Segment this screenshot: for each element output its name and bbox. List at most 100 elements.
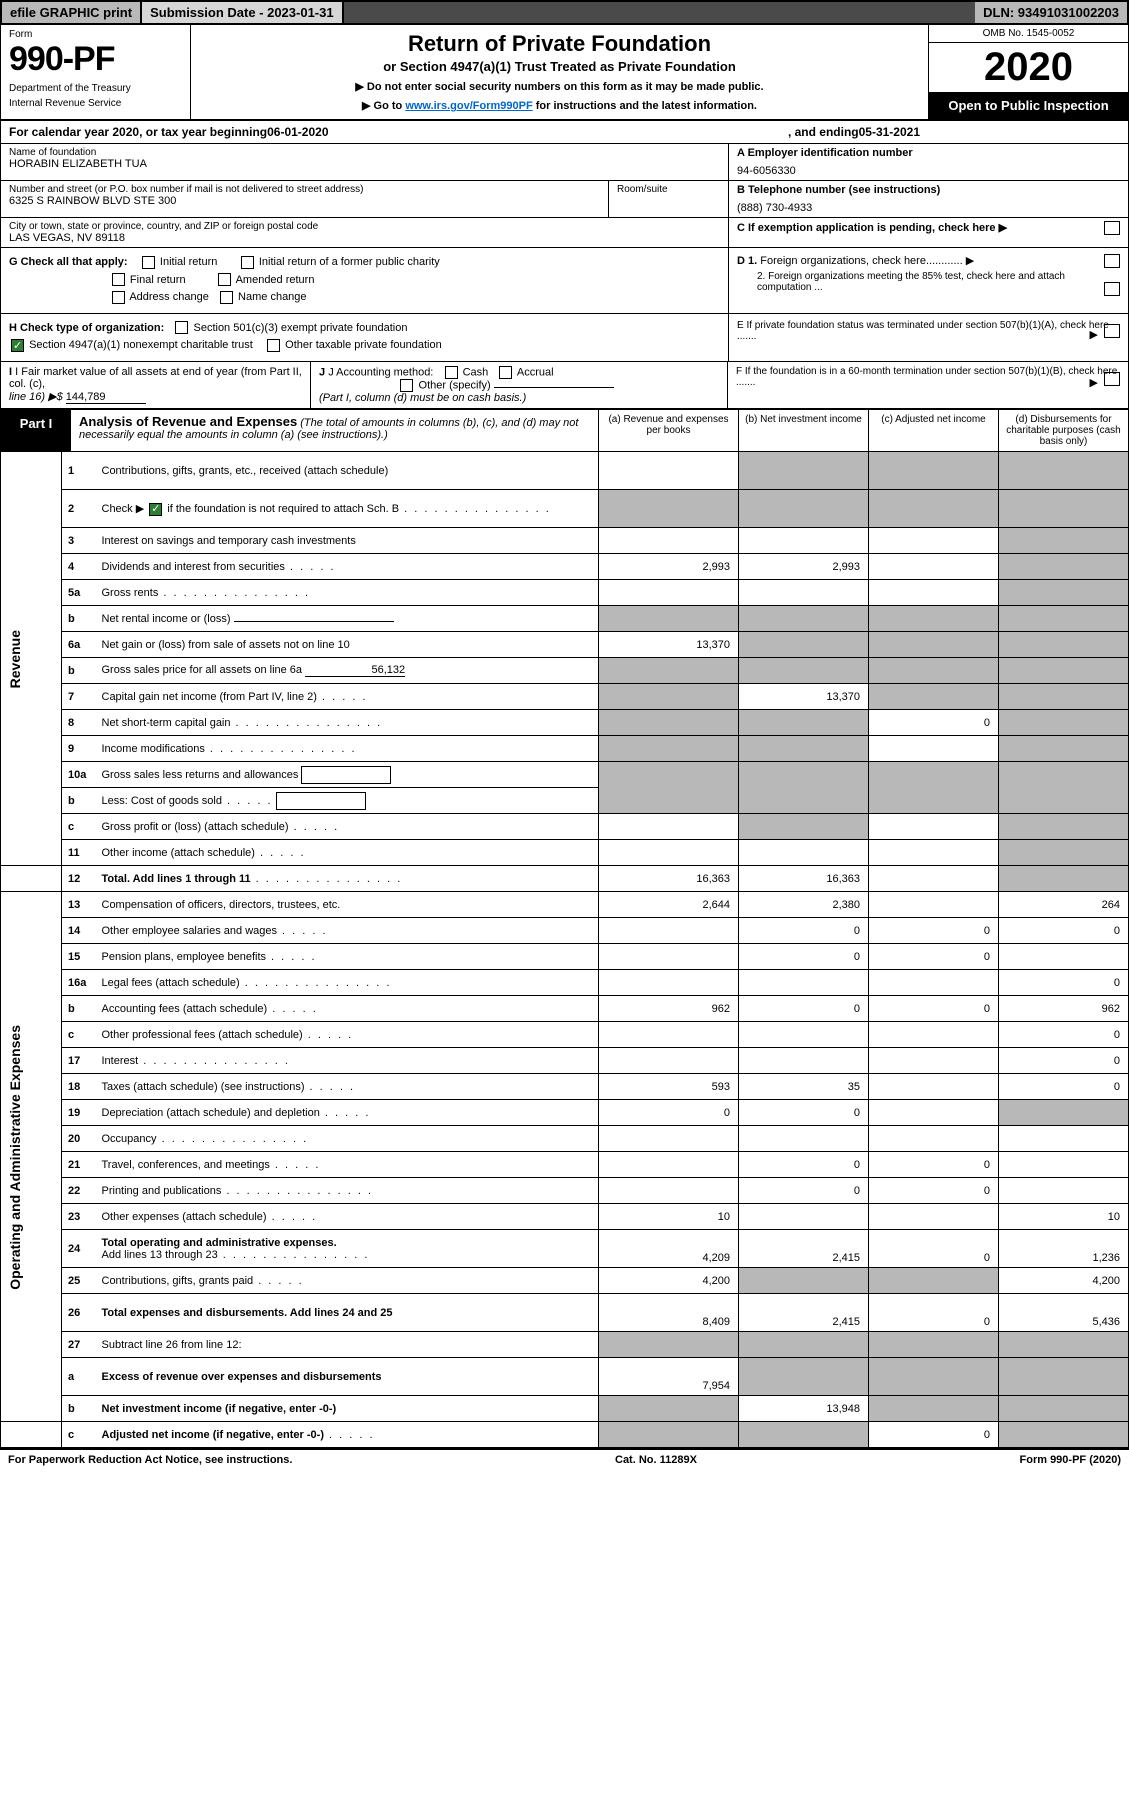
address-value: 6325 S RAINBOW BLVD STE 300 [9,195,600,207]
row-10c: cGross profit or (loss) (attach schedule… [1,814,1129,840]
section-h: H Check type of organization: Section 50… [1,314,728,361]
col-b-header: (b) Net investment income [738,410,868,451]
row-15: 15Pension plans, employee benefits00 [1,944,1129,970]
checkbox-c[interactable] [1104,221,1120,235]
phone-cell: B Telephone number (see instructions) (8… [728,181,1128,217]
row-5a: 5aGross rents [1,580,1129,606]
header-center: Return of Private Foundation or Section … [191,25,928,119]
checkbox-e[interactable] [1104,324,1120,338]
efile-label: efile GRAPHIC print [2,2,142,23]
checkbox-d1[interactable] [1104,254,1120,268]
checkbox-501c3[interactable] [175,321,188,334]
checkbox-initial-former[interactable] [241,256,254,269]
section-d: D 1. Foreign organizations, check here..… [728,248,1128,313]
ein-cell: A Employer identification number 94-6056… [728,144,1128,180]
omb-number: OMB No. 1545-0052 [929,25,1128,43]
fmv-value: 144,789 [66,391,146,404]
revenue-sidelabel: Revenue [7,630,23,688]
note-ssn: ▶ Do not enter social security numbers o… [201,80,918,93]
row-23: 23Other expenses (attach schedule)1010 [1,1204,1129,1230]
checkbox-initial[interactable] [142,256,155,269]
expenses-sidelabel: Operating and Administrative Expenses [7,1025,23,1290]
part1-header: Part I Analysis of Revenue and Expenses … [0,410,1129,452]
checkbox-d2[interactable] [1104,282,1120,296]
topbar-spacer [344,2,976,23]
footer-left: For Paperwork Reduction Act Notice, see … [8,1454,292,1466]
checkbox-final[interactable] [112,273,125,286]
section-j: J J Accounting method: Cash Accrual Othe… [311,362,728,408]
row-11: 11Other income (attach schedule) [1,840,1129,866]
checkbox-accrual[interactable] [499,366,512,379]
part1-title: Analysis of Revenue and Expenses (The to… [71,410,598,451]
phone-value: (888) 730-4933 [737,202,1120,214]
checkbox-other-method[interactable] [400,379,413,392]
row-27c: cAdjusted net income (if negative, enter… [1,1422,1129,1448]
row-25: 25Contributions, gifts, grants paid4,200… [1,1268,1129,1294]
col-a-header: (a) Revenue and expenses per books [598,410,738,451]
irs-link[interactable]: www.irs.gov/Form990PF [405,100,532,112]
row-8: 8Net short-term capital gain0 [1,710,1129,736]
foundation-name-cell: Name of foundation HORABIN ELIZABETH TUA [1,144,728,180]
checkbox-amended[interactable] [218,273,231,286]
ein-value: 94-6056330 [737,165,1120,177]
checkbox-4947[interactable] [11,339,24,352]
page-footer: For Paperwork Reduction Act Notice, see … [0,1448,1129,1470]
row-20: 20Occupancy [1,1126,1129,1152]
dept-treasury: Department of the Treasury [9,83,182,94]
form-header: Form 990-PF Department of the Treasury I… [0,25,1129,119]
name-ein-row: Name of foundation HORABIN ELIZABETH TUA… [0,144,1129,181]
row-22: 22Printing and publications00 [1,1178,1129,1204]
row-5b: bNet rental income or (loss) [1,606,1129,632]
row-9: 9Income modifications [1,736,1129,762]
g-d-row: G Check all that apply: Initial return I… [0,248,1129,314]
checkbox-name[interactable] [220,291,233,304]
checkbox-address[interactable] [112,291,125,304]
col-d-header: (d) Disbursements for charitable purpose… [998,410,1128,451]
form-title: Return of Private Foundation [201,31,918,57]
row-12: 12Total. Add lines 1 through 1116,36316,… [1,866,1129,892]
part1-label: Part I [1,410,71,451]
city-c-row: City or town, state or province, country… [0,218,1129,248]
year-begin: 06-01-2020 [267,125,328,139]
address-cell: Number and street (or P.O. box number if… [1,181,608,217]
checkbox-other-taxable[interactable] [267,339,280,352]
row-19: 19Depreciation (attach schedule) and dep… [1,1100,1129,1126]
section-i: I I Fair market value of all assets at e… [1,362,311,408]
dln-label: DLN: 93491031002203 [975,2,1127,23]
year-end: 05-31-2021 [859,125,920,139]
submission-date: Submission Date - 2023-01-31 [142,2,344,23]
foundation-name: HORABIN ELIZABETH TUA [9,158,720,170]
addr-phone-row: Number and street (or P.O. box number if… [0,181,1129,218]
form-label: Form [9,29,182,40]
section-e: E If private foundation status was termi… [728,314,1128,361]
row-7: 7Capital gain net income (from Part IV, … [1,684,1129,710]
checkbox-sch-b[interactable] [149,503,162,516]
open-inspection: Open to Public Inspection [929,92,1128,119]
form-number: 990-PF [9,40,182,79]
checkbox-f[interactable] [1104,372,1120,386]
footer-right: Form 990-PF (2020) [1020,1454,1122,1466]
row-3: 3Interest on savings and temporary cash … [1,528,1129,554]
note-link: ▶ Go to www.irs.gov/Form990PF for instru… [201,99,918,112]
row-13: Operating and Administrative Expenses 13… [1,892,1129,918]
row-24: 24Total operating and administrative exp… [1,1230,1129,1268]
row-2: 2 Check ▶ if the foundation is not requi… [1,490,1129,528]
city-value: LAS VEGAS, NV 89118 [9,232,720,244]
row-27a: aExcess of revenue over expenses and dis… [1,1358,1129,1396]
section-c: C If exemption application is pending, c… [728,218,1128,247]
header-left: Form 990-PF Department of the Treasury I… [1,25,191,119]
tax-year: 2020 [929,43,1128,92]
row-6b: bGross sales price for all assets on lin… [1,658,1129,684]
row-18: 18Taxes (attach schedule) (see instructi… [1,1074,1129,1100]
header-right: OMB No. 1545-0052 2020 Open to Public In… [928,25,1128,119]
row-10a: 10aGross sales less returns and allowanc… [1,762,1129,788]
row-26: 26Total expenses and disbursements. Add … [1,1294,1129,1332]
i-j-f-row: I I Fair market value of all assets at e… [0,362,1129,410]
checkbox-cash[interactable] [445,366,458,379]
h-e-row: H Check type of organization: Section 50… [0,314,1129,362]
city-cell: City or town, state or province, country… [1,218,728,247]
room-cell: Room/suite [608,181,728,217]
section-g: G Check all that apply: Initial return I… [1,248,728,313]
row-27: 27Subtract line 26 from line 12: [1,1332,1129,1358]
row-4: 4Dividends and interest from securities2… [1,554,1129,580]
